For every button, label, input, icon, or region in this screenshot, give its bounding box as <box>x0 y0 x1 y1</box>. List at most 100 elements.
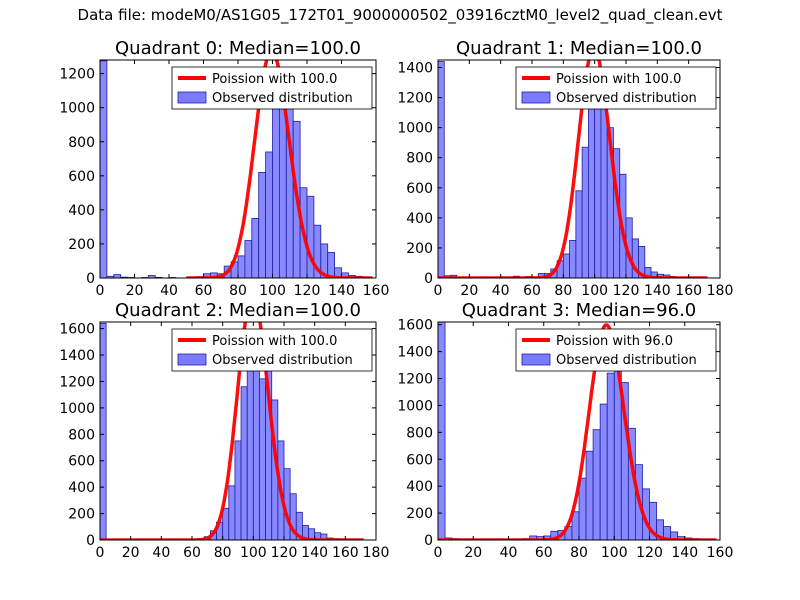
x-tick-label: 180 <box>363 545 390 561</box>
legend: Poission with 100.0 Observed distribution <box>171 328 373 372</box>
y-tick-label: 1200 <box>397 91 433 107</box>
histogram-bar <box>258 172 267 278</box>
y-tick-label: 1400 <box>397 61 433 77</box>
legend: Poission with 96.0 Observed distribution <box>515 328 717 372</box>
axes-frame <box>437 59 721 279</box>
x-tick-label: 60 <box>195 283 213 299</box>
legend-line-label: Poission with 100.0 <box>212 334 337 349</box>
legend-bar-swatch <box>521 91 551 104</box>
x-tick-label: 20 <box>122 545 140 561</box>
x-tick-label: 140 <box>644 283 671 299</box>
histogram-bar <box>320 533 328 540</box>
y-tick-label: 800 <box>406 425 433 441</box>
x-tick-label: 20 <box>460 283 478 299</box>
y-tick-label: 1600 <box>397 318 433 334</box>
legend-bar-label: Observed distribution <box>212 353 353 368</box>
x-tick-label: 160 <box>332 545 359 561</box>
histogram-bar <box>594 89 602 278</box>
y-tick-label: 200 <box>68 507 95 523</box>
x-tick-label: 120 <box>636 545 663 561</box>
x-tick-label: 60 <box>523 283 541 299</box>
y-tick-label: 1400 <box>397 345 433 361</box>
histogram-bar <box>599 403 608 540</box>
y-tick-label: 600 <box>68 454 95 470</box>
x-tick-label: 80 <box>214 545 232 561</box>
legend-bar-swatch <box>177 353 207 366</box>
histogram-bar <box>592 429 601 540</box>
y-tick-label: 1600 <box>59 322 95 338</box>
axes-frame <box>99 321 377 541</box>
x-tick-label: 0 <box>96 545 105 561</box>
histogram-bar <box>562 253 570 278</box>
x-tick-label: 60 <box>535 545 553 561</box>
histogram-bar <box>252 341 260 540</box>
histogram-bar <box>585 450 594 540</box>
chart-quadrant-0: 0 20 40 60 80 100 120 140 160 0 200 400 600 800 1000 12… <box>59 38 389 299</box>
legend-bar-label: Observed distribution <box>556 91 697 106</box>
histogram-bar <box>438 322 446 540</box>
x-tick-label: 160 <box>707 545 734 561</box>
y-tick-label: 1200 <box>59 67 95 83</box>
legend-bar-swatch <box>521 353 551 366</box>
histogram-bar <box>244 240 253 278</box>
plot-area <box>100 322 364 540</box>
histogram-bar <box>228 485 236 540</box>
y-tick-label: 600 <box>406 452 433 468</box>
histogram-bar <box>240 386 248 540</box>
legend: Poission with 100.0 Observed distribution <box>515 66 717 110</box>
x-tick-label: 100 <box>581 283 608 299</box>
histogram-bar <box>327 252 336 278</box>
y-tick-label: 400 <box>406 211 433 227</box>
x-tick-label: 100 <box>601 545 628 561</box>
histogram-bar <box>265 151 273 278</box>
y-tick-label: 800 <box>68 427 95 443</box>
legend-bar-swatch <box>177 91 207 104</box>
histogram-bar <box>147 275 156 278</box>
y-tick-label: 1200 <box>397 372 433 388</box>
x-tick-label: 100 <box>240 545 267 561</box>
legend-line-label: Poission with 96.0 <box>556 334 673 349</box>
y-tick-label: 600 <box>68 169 95 185</box>
x-tick-label: 0 <box>96 283 105 299</box>
histogram-bar <box>578 477 587 540</box>
x-tick-label: 140 <box>328 283 355 299</box>
x-tick-label: 180 <box>707 283 734 299</box>
y-tick-label: 200 <box>68 237 95 253</box>
y-tick-label: 1000 <box>59 401 95 417</box>
x-tick-label: 120 <box>294 283 321 299</box>
x-tick-label: 0 <box>434 283 443 299</box>
histogram-bar <box>606 372 615 540</box>
plot-area <box>100 60 373 278</box>
x-tick-label: 160 <box>675 283 702 299</box>
y-tick-label: 1400 <box>59 348 95 364</box>
y-tick-label: 200 <box>406 506 433 522</box>
y-tick-label: 0 <box>424 533 433 549</box>
y-tick-label: 0 <box>86 533 95 549</box>
y-tick-label: 400 <box>406 479 433 495</box>
y-tick-label: 0 <box>424 271 433 287</box>
y-tick-label: 1000 <box>397 398 433 414</box>
x-tick-label: 0 <box>434 545 443 561</box>
legend-bar-label: Observed distribution <box>212 91 353 106</box>
x-tick-label: 160 <box>363 283 390 299</box>
y-tick-label: 1000 <box>397 121 433 137</box>
histogram-bar <box>575 190 583 278</box>
legend: Poission with 100.0 Observed distribution <box>171 66 373 110</box>
chart-quadrant-2: 0 20 40 60 80 100 120 140 160 180 0 200 400 600 800 100… <box>59 300 390 561</box>
y-tick-label: 600 <box>406 181 433 197</box>
histogram-bar <box>438 61 445 278</box>
y-tick-label: 800 <box>406 151 433 167</box>
x-tick-label: 120 <box>613 283 640 299</box>
x-tick-label: 40 <box>492 283 510 299</box>
histogram-bar <box>251 217 260 278</box>
figure-suptitle: Data file: modeM0/AS1G05_172T01_90000005… <box>77 6 723 24</box>
y-tick-label: 400 <box>68 203 95 219</box>
histogram-bar <box>113 274 122 278</box>
x-tick-label: 100 <box>259 283 286 299</box>
x-tick-label: 80 <box>570 545 588 561</box>
histogram-bar <box>581 146 589 278</box>
histogram-bar <box>272 100 280 278</box>
x-tick-label: 20 <box>464 545 482 561</box>
chart-title: Quadrant 0: Median=100.0 <box>115 38 361 59</box>
